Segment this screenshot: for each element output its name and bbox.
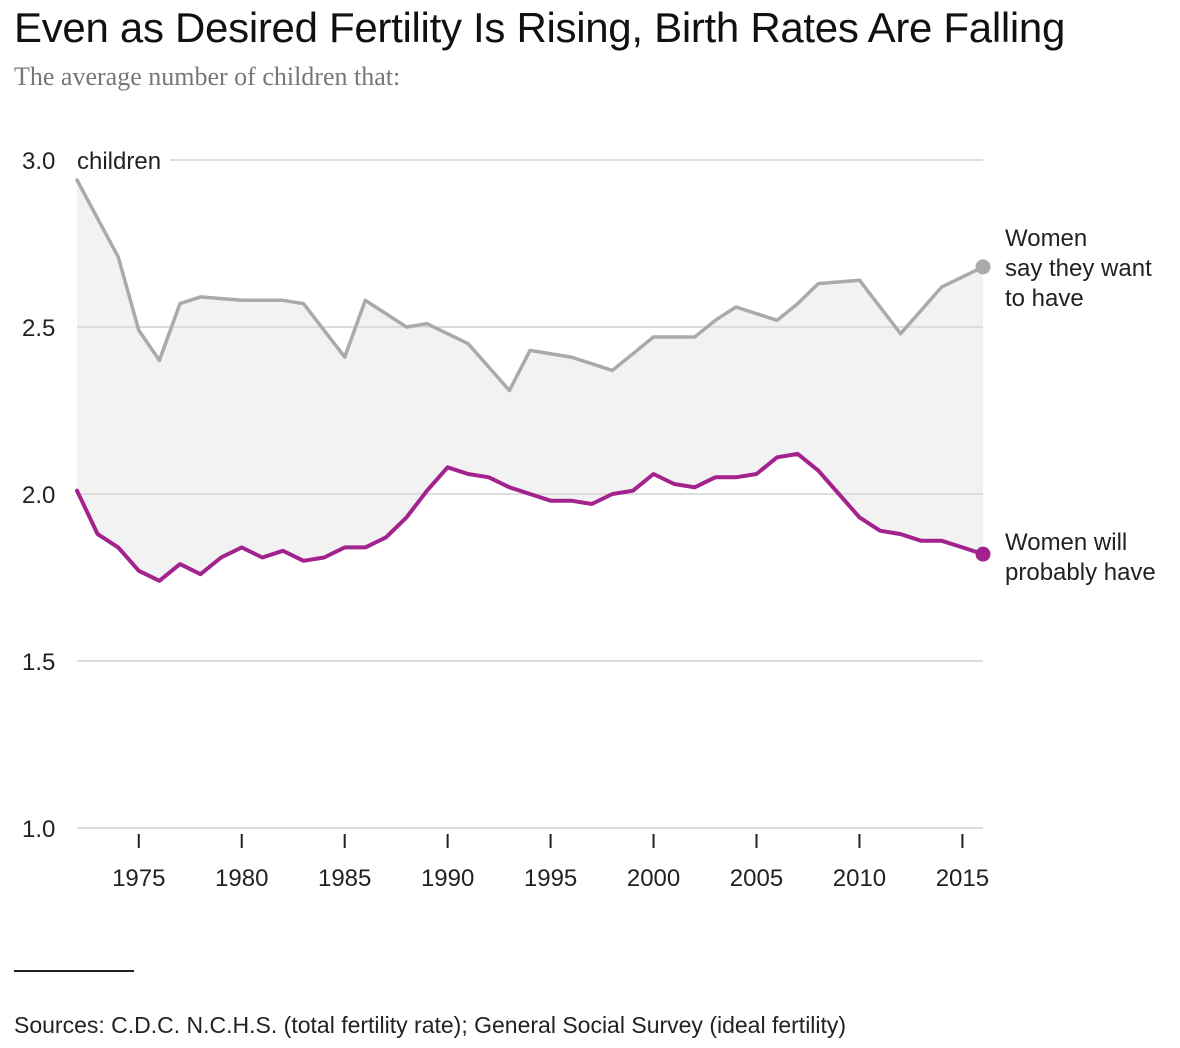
x-tick-label: 1980 (215, 865, 268, 892)
x-tick-label: 2010 (833, 865, 886, 892)
y-tick-label: 1.0 (22, 816, 55, 843)
series-line-desired (75, 178, 985, 393)
y-tick-label: 2.0 (22, 482, 55, 509)
series-label-actual: probably have (1005, 559, 1156, 586)
footnote-rule (14, 970, 134, 972)
series-labels: Women say they want to have Women will proba… (1005, 225, 1156, 586)
gap-band (77, 180, 983, 581)
x-tick-label: 1995 (524, 865, 577, 892)
series-lines (75, 178, 991, 583)
series-label-actual: Women will (1005, 529, 1127, 556)
chart-subtitle: The average number of children that: (14, 62, 401, 91)
x-tick-label: 2005 (730, 865, 783, 892)
series-line-actual (75, 451, 985, 583)
x-tick-label: 1985 (318, 865, 371, 892)
x-tick-label: 1975 (112, 865, 165, 892)
line-chart: 1.0 1.5 2.0 2.5 3.0 children 1975 1980 1985 1990… (22, 148, 1156, 892)
axes: 1975 1980 1985 1990 1995 2000 2005 2010 2015 (112, 834, 989, 892)
gap-band-area (77, 180, 983, 581)
series-label-desired: to have (1005, 285, 1084, 312)
x-tick-label: 2015 (936, 865, 989, 892)
chart-title: Even as Desired Fertility Is Rising, Bir… (14, 4, 1066, 51)
y-tick-label: 3.0 (22, 148, 55, 175)
series-label-desired: say they want (1005, 255, 1152, 282)
y-tick-label: 2.5 (22, 315, 55, 342)
series-end-dot-desired (975, 259, 991, 275)
y-unit-label: children (77, 148, 161, 175)
gridlines: 1.0 1.5 2.0 2.5 3.0 children (22, 148, 983, 843)
series-end-dot-actual (975, 546, 991, 562)
series-label-desired: Women (1005, 225, 1087, 252)
sources-note: Sources: C.D.C. N.C.H.S. (total fertilit… (14, 1012, 847, 1038)
x-tick-label: 2000 (627, 865, 680, 892)
y-tick-label: 1.5 (22, 649, 55, 676)
x-tick-label: 1990 (421, 865, 474, 892)
